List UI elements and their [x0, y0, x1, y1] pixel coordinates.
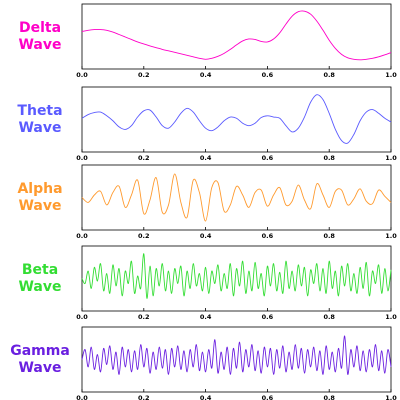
wave-label-alpha: Alpha Wave — [0, 181, 80, 215]
x-tick-label: 0.2 — [138, 232, 150, 240]
x-tick-label: 1.0 — [385, 232, 397, 240]
x-tick-label: 0.0 — [76, 154, 88, 162]
x-tick-label: 1.0 — [385, 394, 397, 400]
x-tick-label: 0.6 — [262, 154, 274, 162]
wave-label-line2: Wave — [18, 359, 62, 376]
wave-label-line2: Wave — [18, 278, 62, 295]
x-tick-label: 0.4 — [200, 313, 212, 321]
wave-label-delta: Delta Wave — [0, 20, 80, 54]
wave-label-line2: Wave — [18, 36, 62, 53]
x-tick-label: 0.8 — [323, 71, 335, 79]
x-tick-label: 0.2 — [138, 71, 150, 79]
series-line-alpha — [81, 173, 392, 222]
panel-gamma: 0.0 0.2 0.4 0.6 0.8 1.0 — [76, 326, 397, 400]
x-tick-label: 0.8 — [323, 154, 335, 162]
x-tick-label: 1.0 — [385, 313, 397, 321]
x-tick-label: 1.0 — [385, 71, 397, 79]
series-line-beta — [81, 253, 392, 299]
x-tick-label: 0.8 — [323, 394, 335, 400]
x-tick-label: 0.4 — [200, 232, 212, 240]
x-tick-label: 0.4 — [200, 71, 212, 79]
x-tick-label: 0.6 — [262, 71, 274, 79]
panel-delta: 0.0 0.2 0.4 0.6 0.8 1.0 — [76, 3, 397, 79]
wave-label-line1: Delta — [18, 19, 62, 36]
x-tick-label: 0.6 — [262, 232, 274, 240]
wave-label-line1: Theta — [17, 102, 63, 119]
x-tick-label: 0.8 — [323, 232, 335, 240]
x-tick-label: 0.4 — [200, 394, 212, 400]
x-tick-label: 0.0 — [76, 394, 88, 400]
x-tick-label: 0.2 — [138, 313, 150, 321]
wave-label-line1: Beta — [21, 261, 59, 278]
wave-label-line1: Gamma — [10, 342, 70, 359]
panel-alpha: 0.0 0.2 0.4 0.6 0.8 1.0 — [76, 164, 397, 240]
x-tick-label: 0.2 — [138, 154, 150, 162]
x-tick-label: 0.2 — [138, 394, 150, 400]
series-line-delta — [81, 10, 392, 61]
wave-label-theta: Theta Wave — [0, 103, 80, 137]
wave-label-line2: Wave — [18, 197, 62, 214]
wave-label-line1: Alpha — [17, 180, 63, 197]
panel-frame — [81, 245, 392, 312]
x-tick-label: 0.6 — [262, 394, 274, 400]
x-tick-label: 0.4 — [200, 154, 212, 162]
series-line-theta — [81, 94, 392, 144]
panel-beta: 0.0 0.2 0.4 0.6 0.8 1.0 — [76, 245, 397, 321]
wave-label-gamma: Gamma Wave — [0, 343, 80, 377]
x-tick-label: 0.6 — [262, 313, 274, 321]
x-tick-label: 0.0 — [76, 232, 88, 240]
series-line-gamma — [81, 335, 392, 375]
panel-theta: 0.0 0.2 0.4 0.6 0.8 1.0 — [76, 86, 397, 162]
panel-frame — [81, 86, 392, 153]
x-tick-label: 0.0 — [76, 71, 88, 79]
x-tick-label: 0.0 — [76, 313, 88, 321]
wave-label-beta: Beta Wave — [0, 262, 80, 296]
panel-frame — [81, 3, 392, 70]
x-tick-label: 0.8 — [323, 313, 335, 321]
x-tick-label: 1.0 — [385, 154, 397, 162]
wave-label-line2: Wave — [18, 119, 62, 136]
